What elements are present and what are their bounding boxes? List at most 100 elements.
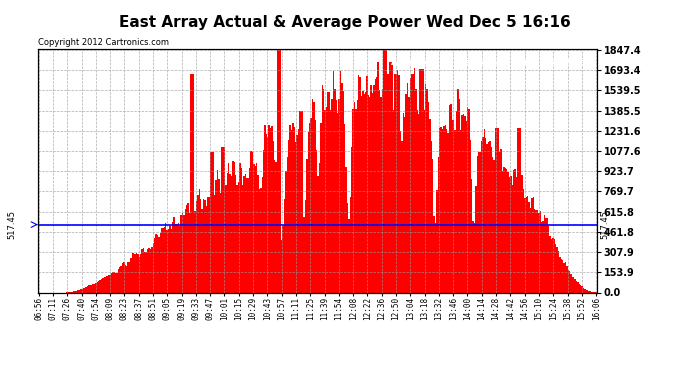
Bar <box>450 104 451 292</box>
Bar <box>199 189 200 292</box>
Bar <box>372 93 373 292</box>
Bar <box>323 88 324 292</box>
Bar <box>87 286 88 292</box>
Bar <box>503 167 504 292</box>
Bar <box>422 69 424 292</box>
Bar <box>172 222 173 292</box>
Bar <box>511 184 513 292</box>
Bar <box>224 147 225 292</box>
Bar <box>397 70 398 292</box>
Bar <box>94 284 95 292</box>
Bar <box>510 176 511 292</box>
Bar <box>128 262 129 292</box>
Bar <box>572 277 573 292</box>
Bar <box>139 257 140 292</box>
Bar <box>567 270 569 292</box>
Bar <box>196 201 197 292</box>
Bar <box>421 69 422 292</box>
Text: East Array  (DC Watts): East Array (DC Watts) <box>490 58 596 68</box>
Bar <box>333 71 334 292</box>
Bar <box>500 149 502 292</box>
Bar <box>126 266 128 292</box>
Bar <box>116 273 117 292</box>
Bar <box>262 177 263 292</box>
Bar <box>371 84 372 292</box>
Bar <box>313 102 315 292</box>
Bar <box>395 74 397 292</box>
Bar <box>414 69 415 292</box>
Bar <box>327 92 328 292</box>
Bar <box>429 119 431 292</box>
Bar <box>442 129 443 292</box>
Bar <box>176 224 178 292</box>
Bar <box>218 179 219 292</box>
Bar <box>197 195 199 292</box>
Bar <box>526 198 527 292</box>
Bar <box>109 274 110 292</box>
Bar <box>235 175 237 292</box>
Bar <box>590 291 591 292</box>
Bar <box>375 79 376 292</box>
Bar <box>320 123 322 292</box>
Bar <box>98 281 99 292</box>
Bar <box>351 147 353 292</box>
Bar <box>75 291 76 292</box>
Bar <box>101 279 102 292</box>
Bar <box>522 175 523 292</box>
Bar <box>293 123 294 292</box>
Bar <box>390 62 391 292</box>
Bar <box>470 140 471 292</box>
Bar <box>204 200 206 292</box>
Bar <box>573 277 575 292</box>
Bar <box>454 130 455 292</box>
Bar <box>342 92 344 292</box>
Bar <box>493 160 495 292</box>
Bar <box>253 165 255 292</box>
Bar <box>379 90 380 292</box>
Bar <box>350 197 351 292</box>
Text: Average  (DC Watts): Average (DC Watts) <box>391 58 488 68</box>
Bar <box>308 132 309 292</box>
Bar <box>387 74 388 292</box>
Bar <box>496 128 497 292</box>
Bar <box>92 284 94 292</box>
Text: Copyright 2012 Cartronics.com: Copyright 2012 Cartronics.com <box>38 38 169 47</box>
Bar <box>170 229 172 292</box>
Bar <box>492 156 493 292</box>
Bar <box>175 224 176 292</box>
Bar <box>418 114 420 292</box>
Bar <box>552 238 553 292</box>
Bar <box>125 265 126 292</box>
Bar <box>373 85 375 292</box>
Bar <box>147 249 148 292</box>
Bar <box>358 75 359 292</box>
Bar <box>480 152 481 292</box>
Bar <box>453 120 454 292</box>
Bar <box>457 88 459 292</box>
Bar <box>208 197 210 292</box>
Bar <box>460 130 462 292</box>
Bar <box>165 223 166 292</box>
Bar <box>406 94 407 292</box>
Bar <box>188 203 189 292</box>
Text: 517.45: 517.45 <box>7 210 17 239</box>
Bar <box>285 171 286 292</box>
Bar <box>499 152 500 292</box>
Bar <box>502 171 503 292</box>
Bar <box>563 263 564 292</box>
Bar <box>86 287 87 292</box>
Bar <box>541 222 542 292</box>
Bar <box>238 182 239 292</box>
Bar <box>324 110 326 292</box>
Bar <box>410 78 411 292</box>
Bar <box>129 262 130 292</box>
Bar <box>530 209 531 292</box>
Bar <box>529 202 530 292</box>
Bar <box>239 163 241 292</box>
Bar <box>459 99 460 292</box>
Bar <box>179 226 181 292</box>
Bar <box>104 277 105 292</box>
Bar <box>267 136 268 292</box>
Bar <box>154 238 155 292</box>
Bar <box>353 108 354 292</box>
